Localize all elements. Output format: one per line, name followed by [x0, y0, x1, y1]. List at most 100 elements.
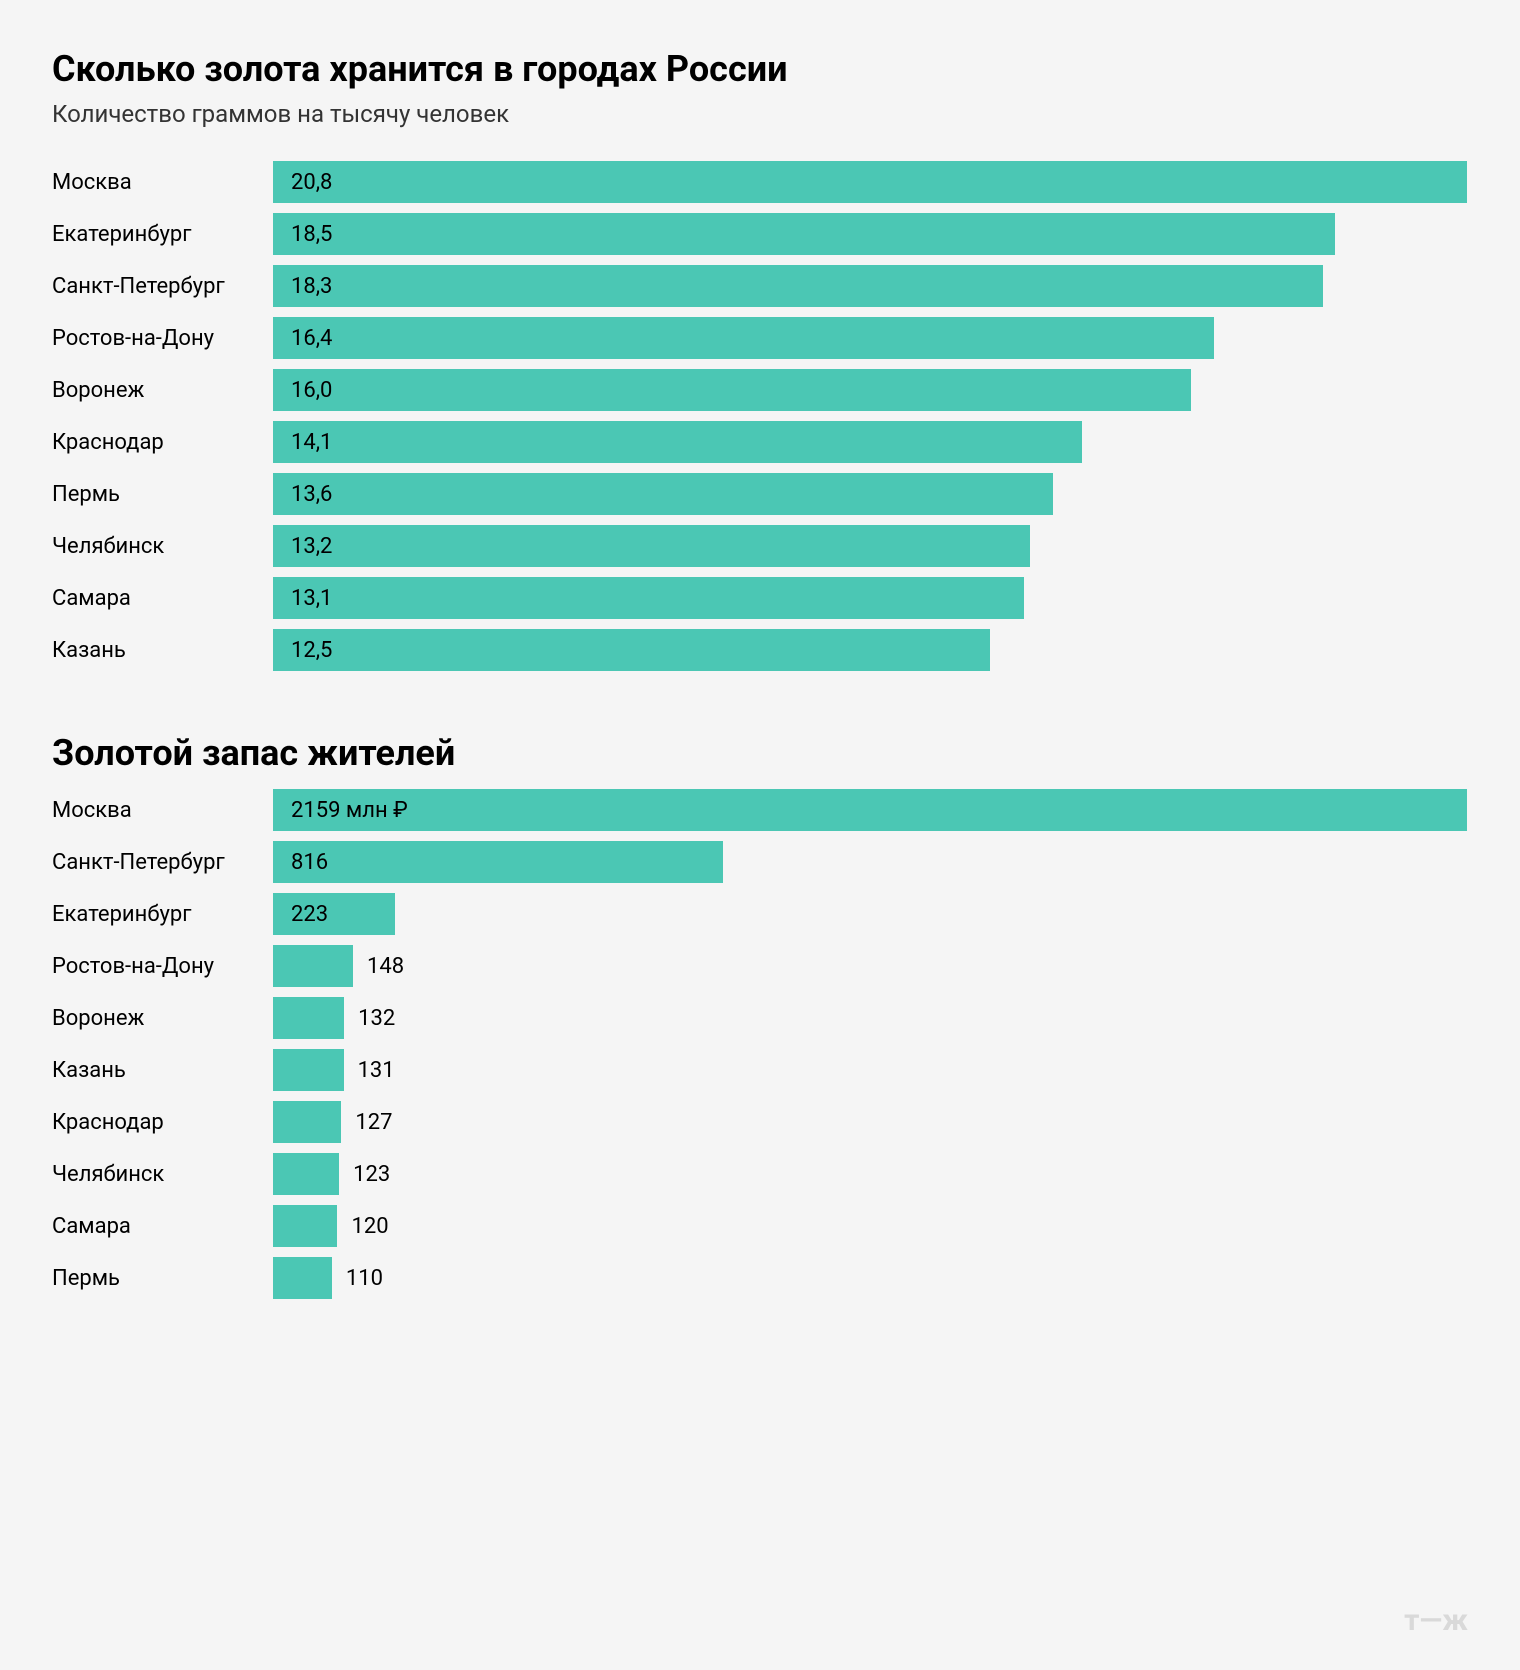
- bar: 13,1: [272, 576, 1025, 620]
- bar-track: 13,1: [272, 576, 1468, 620]
- bar: 13,2: [272, 524, 1031, 568]
- bar-label: Екатеринбург: [52, 902, 272, 927]
- bar-value: 2159 млн ₽: [273, 798, 408, 823]
- bar: 18,5: [272, 212, 1336, 256]
- bar: 20,8: [272, 160, 1468, 204]
- bar: 12,5: [272, 628, 991, 672]
- bar-label: Санкт-Петербург: [52, 274, 272, 299]
- bar-label: Челябинск: [52, 1162, 272, 1187]
- bar-label: Москва: [52, 170, 272, 195]
- bar-track: 18,5: [272, 212, 1468, 256]
- bar-track: 13,2: [272, 524, 1468, 568]
- bar-label: Санкт-Петербург: [52, 850, 272, 875]
- bar-row: Воронеж16,0: [52, 364, 1468, 416]
- bar-track: 123: [272, 1152, 1468, 1196]
- bar: 816: [272, 840, 724, 884]
- bar-track: 13,6: [272, 472, 1468, 516]
- bar-track: 223: [272, 892, 1468, 936]
- bar: 132: [272, 996, 345, 1040]
- bar: 120: [272, 1204, 338, 1248]
- bar-row: Пермь13,6: [52, 468, 1468, 520]
- bar: 18,3: [272, 264, 1324, 308]
- bar-label: Казань: [52, 638, 272, 663]
- chart-gold-per-capita: Сколько золота хранится в городах России…: [52, 48, 1468, 676]
- bar: 110: [272, 1256, 333, 1300]
- bar: 127: [272, 1100, 342, 1144]
- bar-row: Санкт-Петербург18,3: [52, 260, 1468, 312]
- bar-value: 148: [353, 954, 404, 979]
- bar-label: Самара: [52, 586, 272, 611]
- bar-row: Самара120: [52, 1200, 1468, 1252]
- bar-row: Казань131: [52, 1044, 1468, 1096]
- bar-row: Ростов-на-Дону16,4: [52, 312, 1468, 364]
- bar: 131: [272, 1048, 345, 1092]
- bar-label: Казань: [52, 1058, 272, 1083]
- bar-value: 110: [332, 1266, 383, 1291]
- bar-row: Екатеринбург223: [52, 888, 1468, 940]
- bar-row: Краснодар14,1: [52, 416, 1468, 468]
- bar-track: 16,0: [272, 368, 1468, 412]
- bar-track: 2159 млн ₽: [272, 788, 1468, 832]
- bar-label: Пермь: [52, 482, 272, 507]
- bar-value: 13,2: [273, 534, 332, 559]
- bar-track: 14,1: [272, 420, 1468, 464]
- bar-track: 12,5: [272, 628, 1468, 672]
- bar-value: 18,3: [273, 274, 332, 299]
- bar: 16,4: [272, 316, 1215, 360]
- bar: 2159 млн ₽: [272, 788, 1468, 832]
- bar-value: 123: [339, 1162, 390, 1187]
- bar-track: 18,3: [272, 264, 1468, 308]
- bar-row: Челябинск13,2: [52, 520, 1468, 572]
- bar-value: 16,4: [273, 326, 332, 351]
- bar-label: Воронеж: [52, 378, 272, 403]
- chart-gold-reserve: Золотой запас жителей Москва2159 млн ₽ Са…: [52, 732, 1468, 1304]
- bar-value: 16,0: [273, 378, 332, 403]
- bar-value: 223: [273, 902, 328, 927]
- bar-value: 127: [341, 1110, 392, 1135]
- bar-label: Воронеж: [52, 1006, 272, 1031]
- bar-value: 14,1: [273, 430, 332, 455]
- bar-label: Екатеринбург: [52, 222, 272, 247]
- bar: 14,1: [272, 420, 1083, 464]
- chart-title: Сколько золота хранится в городах России: [52, 48, 1468, 90]
- bar-row: Самара13,1: [52, 572, 1468, 624]
- bar-value: 816: [273, 850, 328, 875]
- bar: 16,0: [272, 368, 1192, 412]
- bar-value: 120: [337, 1214, 388, 1239]
- bar-track: 816: [272, 840, 1468, 884]
- bar-track: 20,8: [272, 160, 1468, 204]
- bar-track: 120: [272, 1204, 1468, 1248]
- bar-row: Ростов-на-Дону148: [52, 940, 1468, 992]
- chart-rows: Москва20,8 Екатеринбург18,5 Санкт-Петербур…: [52, 156, 1468, 676]
- bar: 123: [272, 1152, 340, 1196]
- bar-track: 16,4: [272, 316, 1468, 360]
- bar-value: 132: [344, 1006, 395, 1031]
- bar: 13,6: [272, 472, 1054, 516]
- bar-track: 148: [272, 944, 1468, 988]
- bar-row: Москва20,8: [52, 156, 1468, 208]
- bar-value: 13,1: [273, 586, 332, 611]
- bar-row: Воронеж132: [52, 992, 1468, 1044]
- bar-value: 18,5: [273, 222, 332, 247]
- bar-row: Краснодар127: [52, 1096, 1468, 1148]
- bar-row: Пермь110: [52, 1252, 1468, 1304]
- bar: 148: [272, 944, 354, 988]
- bar-row: Санкт-Петербург816: [52, 836, 1468, 888]
- bar-label: Краснодар: [52, 1110, 272, 1135]
- bar-track: 110: [272, 1256, 1468, 1300]
- bar-track: 127: [272, 1100, 1468, 1144]
- bar-label: Краснодар: [52, 430, 272, 455]
- logo-text: т—ж: [1404, 1603, 1468, 1638]
- bar: 223: [272, 892, 396, 936]
- bar-value: 20,8: [273, 170, 332, 195]
- bar-row: Казань12,5: [52, 624, 1468, 676]
- bar-label: Москва: [52, 798, 272, 823]
- bar-label: Челябинск: [52, 534, 272, 559]
- bar-value: 12,5: [273, 638, 332, 663]
- bar-track: 131: [272, 1048, 1468, 1092]
- bar-row: Челябинск123: [52, 1148, 1468, 1200]
- chart-rows: Москва2159 млн ₽Санкт-Петербург816Екатер…: [52, 784, 1468, 1304]
- bar-label: Самара: [52, 1214, 272, 1239]
- bar-track: 132: [272, 996, 1468, 1040]
- chart-title: Золотой запас жителей: [52, 732, 1468, 774]
